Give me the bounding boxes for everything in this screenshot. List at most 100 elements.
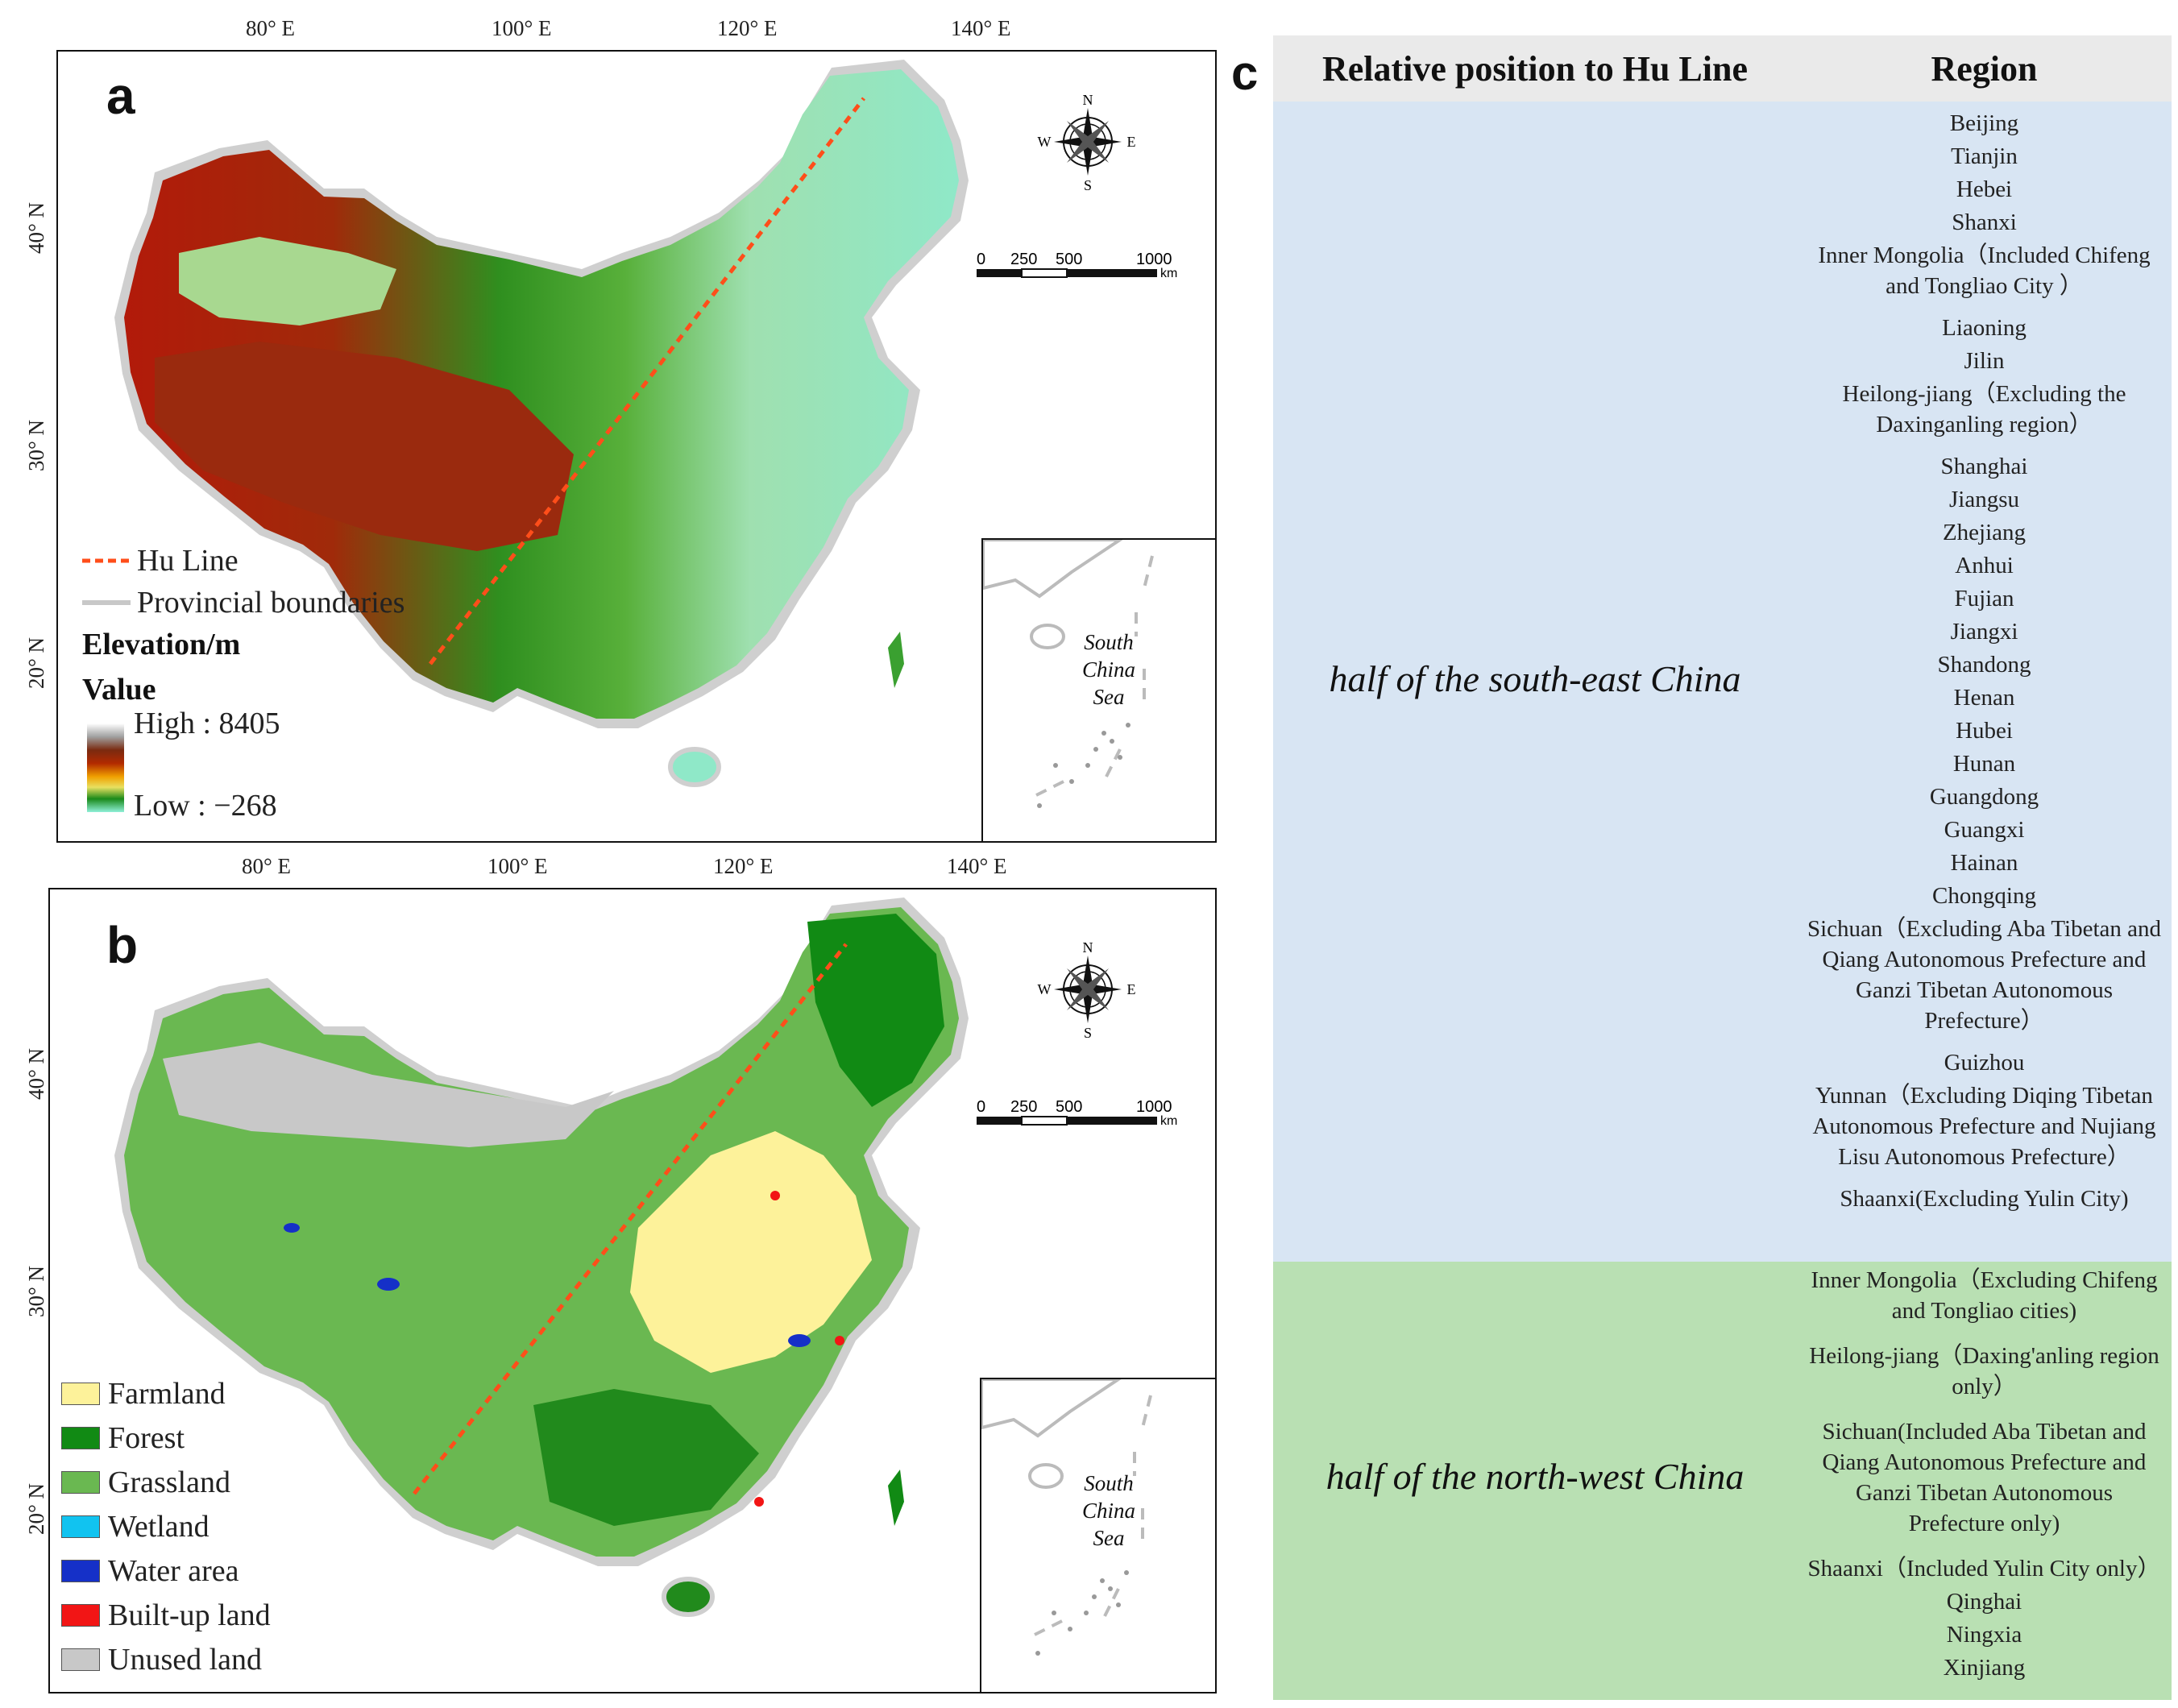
region-text: Heilong-jiang（Daxing'anling region	[1809, 1343, 2159, 1369]
table-row: Shandong	[1797, 649, 2172, 680]
header-region: Region	[1931, 48, 2038, 89]
region-text: Guizhou	[1944, 1050, 2025, 1076]
water-area-3	[788, 1334, 811, 1347]
region-text: Guangdong	[1929, 784, 2039, 810]
legend-item-grassland: Grassland	[61, 1460, 271, 1504]
compass-rose-b: N S E W	[1038, 939, 1136, 1041]
tarim-basin	[179, 237, 396, 325]
hu-line	[429, 97, 865, 665]
region-text: Xinjiang	[1943, 1655, 2026, 1681]
lon-label-100: 100° E	[492, 16, 552, 40]
panel-a-legend: Hu Line Provincial boundaries Elevation/…	[82, 540, 404, 707]
scale-b-tick-500: 500	[1056, 1098, 1082, 1116]
region-text: Tianjin	[1951, 143, 2018, 169]
scale-bar: 0 250 500 1000 km	[977, 251, 1177, 280]
landuse-map-frame: N S E W 0 250 500 1000 km b Farmland Fore…	[48, 888, 1217, 1693]
compass-b-s-label: S	[1084, 1025, 1092, 1041]
legend-item-forest: Forest	[61, 1416, 271, 1460]
built-up-2	[835, 1336, 844, 1345]
elevation-map-frame: N S E W 0 250 500 1000 km a	[56, 50, 1217, 843]
region-text: Hainan	[1950, 850, 2018, 876]
region-text: Autonomous Prefecture and Nujiang	[1812, 1113, 2156, 1139]
region-text: Lisu Autonomous Prefecture）	[1838, 1144, 2130, 1170]
region-text: Shanxi	[1952, 209, 2017, 235]
table-row: Jilin	[1797, 346, 2172, 376]
legend-item-built-up-land: Built-up land	[61, 1593, 271, 1637]
region-text: Inner Mongolia（Excluding Chifeng	[1811, 1267, 2158, 1293]
table-row: Hebei	[1797, 174, 2172, 205]
compass-w-label: W	[1038, 134, 1052, 150]
built-up-3	[754, 1497, 764, 1507]
header-relative-position: Relative position to Hu Line	[1321, 48, 1749, 89]
region-text: Hebei	[1956, 176, 2013, 202]
region-text: only）	[1952, 1374, 2017, 1399]
table-row: Guizhou	[1797, 1047, 2172, 1078]
panel-b-letter: b	[106, 916, 139, 974]
northwest-label: half of the north-west China	[1325, 1456, 1744, 1497]
lat-label-20-b: 20° N	[24, 1482, 48, 1535]
south-china-sea-inset-b: South China Sea	[980, 1378, 1217, 1693]
legend-high-label: High : 8405	[134, 707, 280, 740]
legend-hu-line-label: Hu Line	[137, 544, 239, 578]
inset-b-map	[981, 1379, 1152, 1656]
region-text: Heilong-jiang（Excluding the	[1842, 381, 2126, 407]
scale-tick-250: 250	[1010, 251, 1037, 268]
region-text: Shaanxi(Excluding Yulin City)	[1840, 1186, 2129, 1212]
table-row: Shaanxi（Included Yulin City only）	[1797, 1553, 2172, 1584]
northwest-section: half of the north-west China Inner Mongo…	[1273, 1262, 2172, 1700]
hainan-b	[662, 1577, 715, 1617]
legend-swatch	[61, 1382, 100, 1405]
region-text: Beijing	[1949, 110, 2019, 136]
region-text: Guangxi	[1944, 817, 2025, 843]
elevation-legend-ramp	[87, 723, 124, 812]
table-row: Sichuan（Excluding Aba Tibetan and Qiang A…	[1797, 914, 2172, 1036]
table-row: Heilong-jiang（Excluding the Daxinganling …	[1797, 379, 2172, 440]
region-text: Yunnan（Excluding Diqing Tibetan	[1815, 1083, 2153, 1109]
lat-label-20: 20° N	[24, 636, 48, 689]
table-row: Jiangxi	[1797, 616, 2172, 647]
region-text: Sichuan（Excluding Aba Tibetan and	[1807, 916, 2161, 942]
legend-elevation-title: Elevation/m	[82, 628, 241, 661]
south-china-sea-inset-a: South China Sea	[981, 538, 1217, 843]
panel-b-legend: Farmland Forest Grassland Wetland Water area…	[61, 1371, 271, 1681]
lat-label-40-b: 40° N	[24, 1047, 48, 1100]
region-text: Zhejiang	[1942, 520, 2027, 545]
legend-provincial-label: Provincial boundaries	[137, 586, 405, 620]
table-row: Shanghai	[1797, 451, 2172, 482]
table-row: Yunnan（Excluding Diqing Tibetan Autonomou…	[1797, 1080, 2172, 1172]
hu-line-b	[413, 943, 848, 1495]
scale-b-tick-250: 250	[1010, 1098, 1037, 1116]
lon-label-100-b: 100° E	[487, 854, 548, 878]
region-text: Shaanxi（Included Yulin City only）	[1807, 1556, 2161, 1582]
table-row: Shanxi	[1797, 207, 2172, 238]
legend-provincial: Provincial boundaries	[82, 582, 404, 624]
table-row: Chongqing	[1797, 881, 2172, 911]
inset-a-label: South China Sea	[1081, 630, 1135, 709]
hu-line-region-table: Relative position to Hu Line Region half…	[1273, 35, 2172, 1700]
scale-bar-b: 0 250 500 1000 km	[977, 1098, 1177, 1128]
region-text: Qiang Autonomous Prefecture and	[1822, 947, 2147, 972]
farmland-area	[630, 1131, 872, 1373]
legend-hu-line: Hu Line	[82, 540, 404, 582]
region-text: Sichuan(Included Aba Tibetan and	[1822, 1419, 2147, 1445]
region-text: Hubei	[1956, 718, 2013, 744]
inset-b-label: South China Sea	[1081, 1471, 1135, 1550]
region-text: Shanghai	[1940, 454, 2028, 479]
table-row: Fujian	[1797, 583, 2172, 614]
legend-swatch	[61, 1648, 100, 1671]
legend-value-title: Value	[82, 673, 156, 707]
lon-label-140: 140° E	[951, 16, 1011, 40]
region-text: Ganzi Tibetan Autonomous	[1855, 977, 2113, 1003]
scale-unit: km	[1160, 267, 1177, 280]
panel-b: 80° E 100° E 120° E 140° E 40° N 30° N 2…	[0, 854, 1233, 1708]
legend-label: Grassland	[108, 1465, 230, 1499]
table-row: Zhejiang	[1797, 517, 2172, 548]
table-row: Henan	[1797, 682, 2172, 713]
scale-tick-500: 500	[1056, 251, 1082, 268]
forest-area-s	[533, 1389, 759, 1526]
region-text: Jilin	[1964, 348, 2005, 374]
lat-label-30: 30° N	[24, 419, 48, 471]
legend-swatch	[61, 1470, 100, 1494]
legend-low-label: Low : −268	[134, 789, 277, 823]
built-up-1	[770, 1191, 780, 1200]
